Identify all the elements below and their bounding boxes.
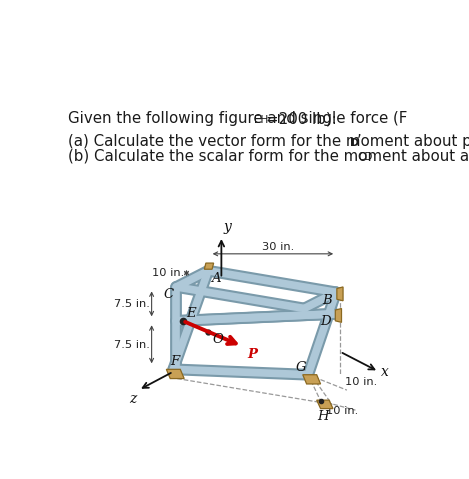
Polygon shape — [303, 375, 321, 384]
Text: 7.5 in.: 7.5 in. — [114, 299, 150, 309]
Text: C: C — [163, 288, 174, 301]
Text: G: G — [296, 361, 307, 374]
Text: 30 in.: 30 in. — [262, 241, 294, 251]
Text: F: F — [170, 355, 180, 368]
Polygon shape — [166, 369, 184, 378]
Text: B: B — [323, 294, 332, 307]
Text: ’: ’ — [357, 135, 362, 149]
Text: CD: CD — [357, 152, 372, 162]
Text: =200 lb):: =200 lb): — [265, 112, 336, 126]
Text: D: D — [350, 138, 359, 148]
Text: P: P — [247, 348, 257, 361]
Text: 10 in.: 10 in. — [345, 377, 378, 387]
Text: (b) Calculate the scalar form for the moment about axis CD – M: (b) Calculate the scalar form for the mo… — [68, 148, 469, 163]
Polygon shape — [335, 308, 341, 322]
Text: E: E — [186, 307, 196, 320]
Text: 7.5 in.: 7.5 in. — [114, 340, 150, 350]
Polygon shape — [337, 287, 343, 301]
Text: (a) Calculate the vector form for the moment about point D – M: (a) Calculate the vector form for the mo… — [68, 135, 469, 149]
Text: z: z — [129, 392, 136, 406]
Text: EH: EH — [254, 115, 268, 125]
Polygon shape — [204, 263, 213, 269]
Text: x: x — [381, 365, 389, 379]
Text: 10 in.: 10 in. — [152, 268, 184, 278]
Text: H: H — [317, 410, 329, 423]
Text: y: y — [224, 220, 232, 234]
Text: O: O — [212, 333, 223, 346]
Text: A: A — [212, 272, 221, 285]
Polygon shape — [317, 400, 333, 409]
Text: Given the following figure and single force (F: Given the following figure and single fo… — [68, 112, 407, 126]
Text: 10 in.: 10 in. — [326, 406, 358, 415]
Text: D: D — [320, 316, 331, 329]
